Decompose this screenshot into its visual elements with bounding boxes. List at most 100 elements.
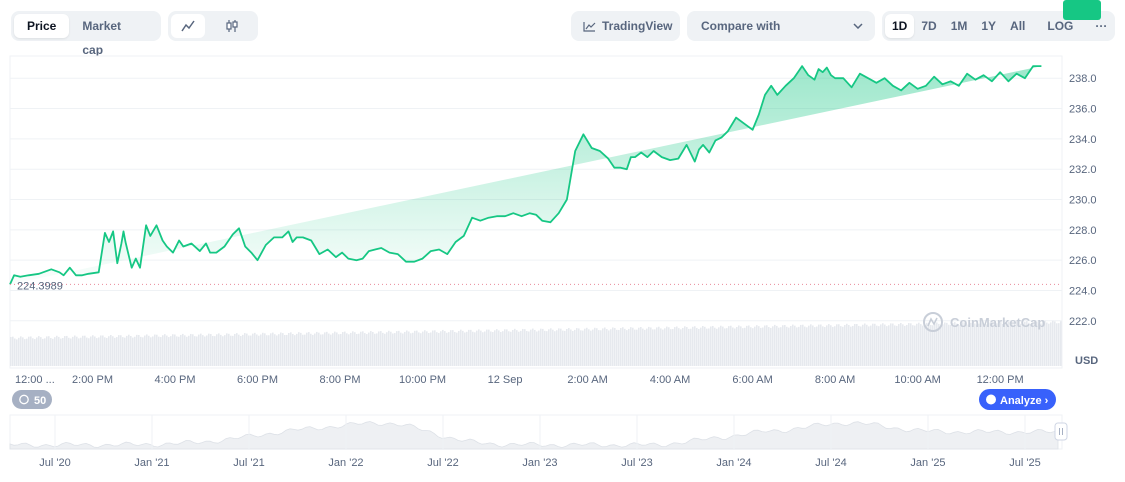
- range-1m[interactable]: 1M: [950, 19, 968, 33]
- volume-bar: [752, 328, 754, 366]
- tradingview-button[interactable]: TradingView: [571, 11, 680, 41]
- volume-bar: [120, 335, 122, 366]
- volume-bar: [734, 328, 736, 366]
- y-tick-label: 226.0: [1069, 255, 1097, 267]
- volume-bar: [158, 336, 160, 366]
- volume-bar: [980, 321, 982, 366]
- market-cap-tab[interactable]: Market cap: [82, 19, 122, 57]
- volume-bar: [1044, 320, 1046, 366]
- volume-bar: [626, 330, 628, 366]
- volume-bar: [146, 334, 148, 366]
- volume-bar: [716, 328, 718, 366]
- volume-bar: [974, 323, 976, 366]
- volume-bar: [56, 335, 58, 366]
- volume-bar: [1036, 321, 1038, 366]
- volume-bar: [396, 331, 398, 366]
- volume-bar: [310, 333, 312, 366]
- range-all[interactable]: All: [1010, 19, 1026, 33]
- volume-bar: [948, 324, 950, 366]
- volume-bar: [828, 324, 830, 366]
- volume-bar: [538, 330, 540, 366]
- volume-bar: [96, 338, 98, 366]
- volume-bar: [746, 325, 748, 366]
- volume-bar: [500, 331, 502, 366]
- volume-bar: [994, 324, 996, 366]
- volume-bar: [1050, 322, 1052, 366]
- volume-bar: [574, 329, 576, 366]
- navigator-handle[interactable]: [1054, 422, 1068, 441]
- volume-bar: [678, 328, 680, 366]
- volume-bar: [894, 325, 896, 366]
- volume-bar: [208, 333, 210, 366]
- volume-bar: [722, 326, 724, 366]
- volume-bar: [194, 336, 196, 366]
- volume-bar: [90, 336, 92, 366]
- volume-bar: [262, 332, 264, 366]
- volume-bar: [686, 327, 688, 366]
- volume-bar: [720, 325, 722, 366]
- overview-tick-label: Jul '24: [815, 457, 846, 469]
- volume-bar: [968, 324, 970, 366]
- volume-bar: [40, 337, 42, 366]
- volume-bar: [468, 329, 470, 366]
- volume-bar: [802, 324, 804, 366]
- volume-bar: [872, 323, 874, 366]
- history-badge[interactable]: [12, 390, 52, 409]
- volume-bar: [764, 325, 766, 366]
- volume-bar: [368, 332, 370, 366]
- price-tab[interactable]: Price: [14, 14, 70, 38]
- volume-bar: [612, 327, 614, 366]
- volume-bar: [522, 328, 524, 366]
- line-chart-icon[interactable]: [171, 14, 205, 38]
- volume-bar: [1026, 321, 1028, 366]
- range-7d[interactable]: 7D: [921, 19, 937, 33]
- volume-bar: [94, 336, 96, 366]
- volume-bar: [556, 330, 558, 366]
- x-tick-label: 8:00 AM: [815, 374, 855, 386]
- volume-bar: [554, 331, 556, 366]
- volume-bar: [454, 331, 456, 366]
- volume-bar: [250, 335, 252, 366]
- volume-bar: [964, 322, 966, 366]
- volume-bar: [934, 323, 936, 366]
- analyze-button[interactable]: [979, 389, 1056, 410]
- y-tick-label: 230.0: [1069, 195, 1097, 207]
- volume-bar: [234, 333, 236, 366]
- volume-bar: [768, 327, 770, 366]
- volume-bar: [714, 327, 716, 366]
- volume-bar: [432, 330, 434, 366]
- price-marketcap-toggle: Price Market cap: [11, 11, 161, 57]
- volume-bar: [344, 331, 346, 366]
- volume-bar: [846, 323, 848, 366]
- unit-label: USD: [1075, 355, 1098, 367]
- volume-bar: [470, 329, 472, 366]
- volume-bar: [920, 324, 922, 366]
- candlestick-icon[interactable]: [215, 14, 249, 38]
- volume-bar: [366, 334, 368, 366]
- compare-with-select[interactable]: Compare with: [687, 11, 875, 41]
- volume-bar: [76, 336, 78, 366]
- volume-bar: [392, 333, 394, 366]
- volume-bar: [588, 329, 590, 366]
- volume-bar: [694, 326, 696, 366]
- volume-bar: [338, 334, 340, 366]
- volume-bar: [424, 330, 426, 366]
- range-1d[interactable]: 1D: [885, 14, 915, 38]
- volume-bar: [484, 331, 486, 366]
- more-options-button[interactable]: ···: [1095, 19, 1108, 33]
- range-1y[interactable]: 1Y: [981, 19, 997, 33]
- volume-bar: [334, 331, 336, 366]
- volume-bar: [814, 327, 816, 366]
- coinmarketcap-watermark: CoinMarketCap: [923, 312, 1045, 332]
- volume-bar: [840, 326, 842, 366]
- log-scale-toggle[interactable]: LOG: [1047, 19, 1074, 33]
- volume-bar: [42, 338, 44, 366]
- volume-bar: [106, 337, 108, 366]
- volume-bar: [220, 334, 222, 366]
- volume-bar: [154, 334, 156, 366]
- volume-bar: [162, 335, 164, 366]
- volume-bar: [698, 329, 700, 366]
- volume-bar: [662, 329, 664, 366]
- x-tick-label: 6:00 PM: [237, 374, 278, 386]
